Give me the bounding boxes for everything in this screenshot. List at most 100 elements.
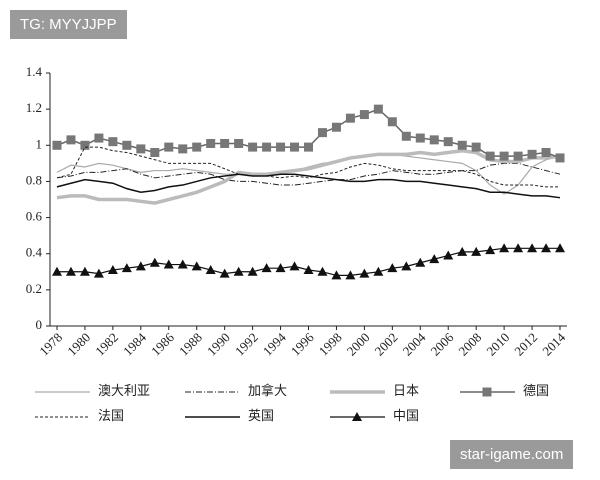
x-tick-label: 1992	[232, 330, 261, 359]
marker	[471, 246, 482, 256]
x-tick-label: 2000	[344, 330, 373, 359]
marker	[513, 151, 523, 161]
marker	[373, 104, 383, 114]
marker	[192, 142, 202, 152]
x-tick-label: 2012	[511, 330, 540, 359]
marker	[276, 142, 286, 152]
marker	[247, 266, 258, 276]
marker	[149, 257, 160, 267]
x-tick-label: 1978	[36, 330, 65, 359]
marker	[150, 148, 160, 158]
line	[56, 153, 561, 195]
marker	[429, 254, 440, 264]
legend-label: 英国	[248, 408, 274, 423]
marker	[359, 268, 370, 278]
marker	[387, 117, 397, 127]
marker	[121, 263, 132, 273]
line	[56, 173, 561, 199]
marker	[262, 142, 272, 152]
legend-label: 澳大利亚	[98, 383, 150, 398]
marker	[541, 148, 551, 158]
marker	[331, 270, 342, 280]
marker	[345, 113, 355, 123]
marker	[66, 135, 76, 145]
legend-label: 中国	[393, 408, 419, 423]
y-tick-label: 1.2	[26, 100, 42, 115]
y-tick-label: 0	[36, 317, 43, 332]
y-tick-label: 1.4	[26, 64, 43, 79]
marker	[429, 135, 439, 145]
x-tick-label: 1980	[64, 330, 93, 359]
marker	[304, 142, 313, 152]
marker	[275, 263, 286, 273]
marker	[359, 110, 369, 120]
marker	[482, 387, 492, 397]
marker	[80, 140, 90, 150]
marker	[233, 266, 244, 276]
marker	[135, 261, 146, 271]
marker	[65, 266, 76, 276]
watermark: TG: MYYJJPP	[10, 10, 127, 39]
marker	[555, 243, 566, 253]
marker	[499, 243, 510, 253]
marker	[220, 138, 230, 148]
x-tick-label: 1994	[260, 329, 289, 358]
marker	[164, 142, 174, 152]
marker	[555, 153, 565, 163]
marker	[541, 243, 552, 253]
marker	[401, 261, 412, 271]
marker	[79, 266, 90, 276]
marker	[471, 142, 481, 152]
x-tick-label: 1986	[148, 329, 177, 358]
marker	[331, 122, 341, 132]
marker	[443, 250, 454, 260]
marker	[373, 266, 384, 276]
marker	[178, 144, 188, 154]
marker	[136, 144, 146, 154]
marker	[317, 128, 327, 138]
y-tick-label: 0.6	[26, 209, 43, 224]
marker	[122, 140, 132, 150]
marker	[234, 138, 244, 148]
marker	[485, 245, 496, 255]
marker	[163, 259, 174, 269]
x-tick-label: 2010	[483, 330, 512, 359]
marker	[485, 151, 495, 161]
marker	[206, 138, 216, 148]
x-tick-label: 2008	[455, 330, 484, 359]
marker	[513, 243, 524, 253]
legend-label: 法国	[98, 408, 124, 423]
marker	[51, 266, 62, 276]
x-tick-label: 1982	[92, 330, 121, 359]
marker	[108, 137, 118, 147]
marker	[457, 140, 467, 150]
marker	[387, 263, 398, 273]
line	[56, 148, 561, 205]
marker	[191, 261, 202, 271]
x-tick-label: 1990	[204, 330, 233, 359]
marker	[177, 259, 188, 269]
marker	[290, 142, 300, 152]
marker	[415, 133, 425, 143]
x-tick-label: 2006	[427, 329, 456, 358]
marker	[457, 246, 468, 256]
x-tick-label: 1998	[316, 330, 345, 359]
legend-label: 德国	[523, 383, 549, 398]
y-tick-label: 0.4	[26, 245, 43, 260]
marker	[401, 131, 411, 141]
marker	[93, 268, 104, 278]
marker	[415, 257, 426, 267]
marker	[289, 261, 300, 271]
marker	[443, 137, 453, 147]
line	[56, 162, 561, 186]
marker	[205, 264, 216, 274]
x-tick-label: 1988	[176, 330, 205, 359]
legend-label: 日本	[393, 383, 419, 398]
y-tick-label: 0.2	[26, 281, 42, 296]
marker	[107, 264, 118, 274]
marker	[219, 268, 230, 278]
watermark: star-igame.com	[450, 440, 574, 469]
marker	[345, 270, 356, 280]
